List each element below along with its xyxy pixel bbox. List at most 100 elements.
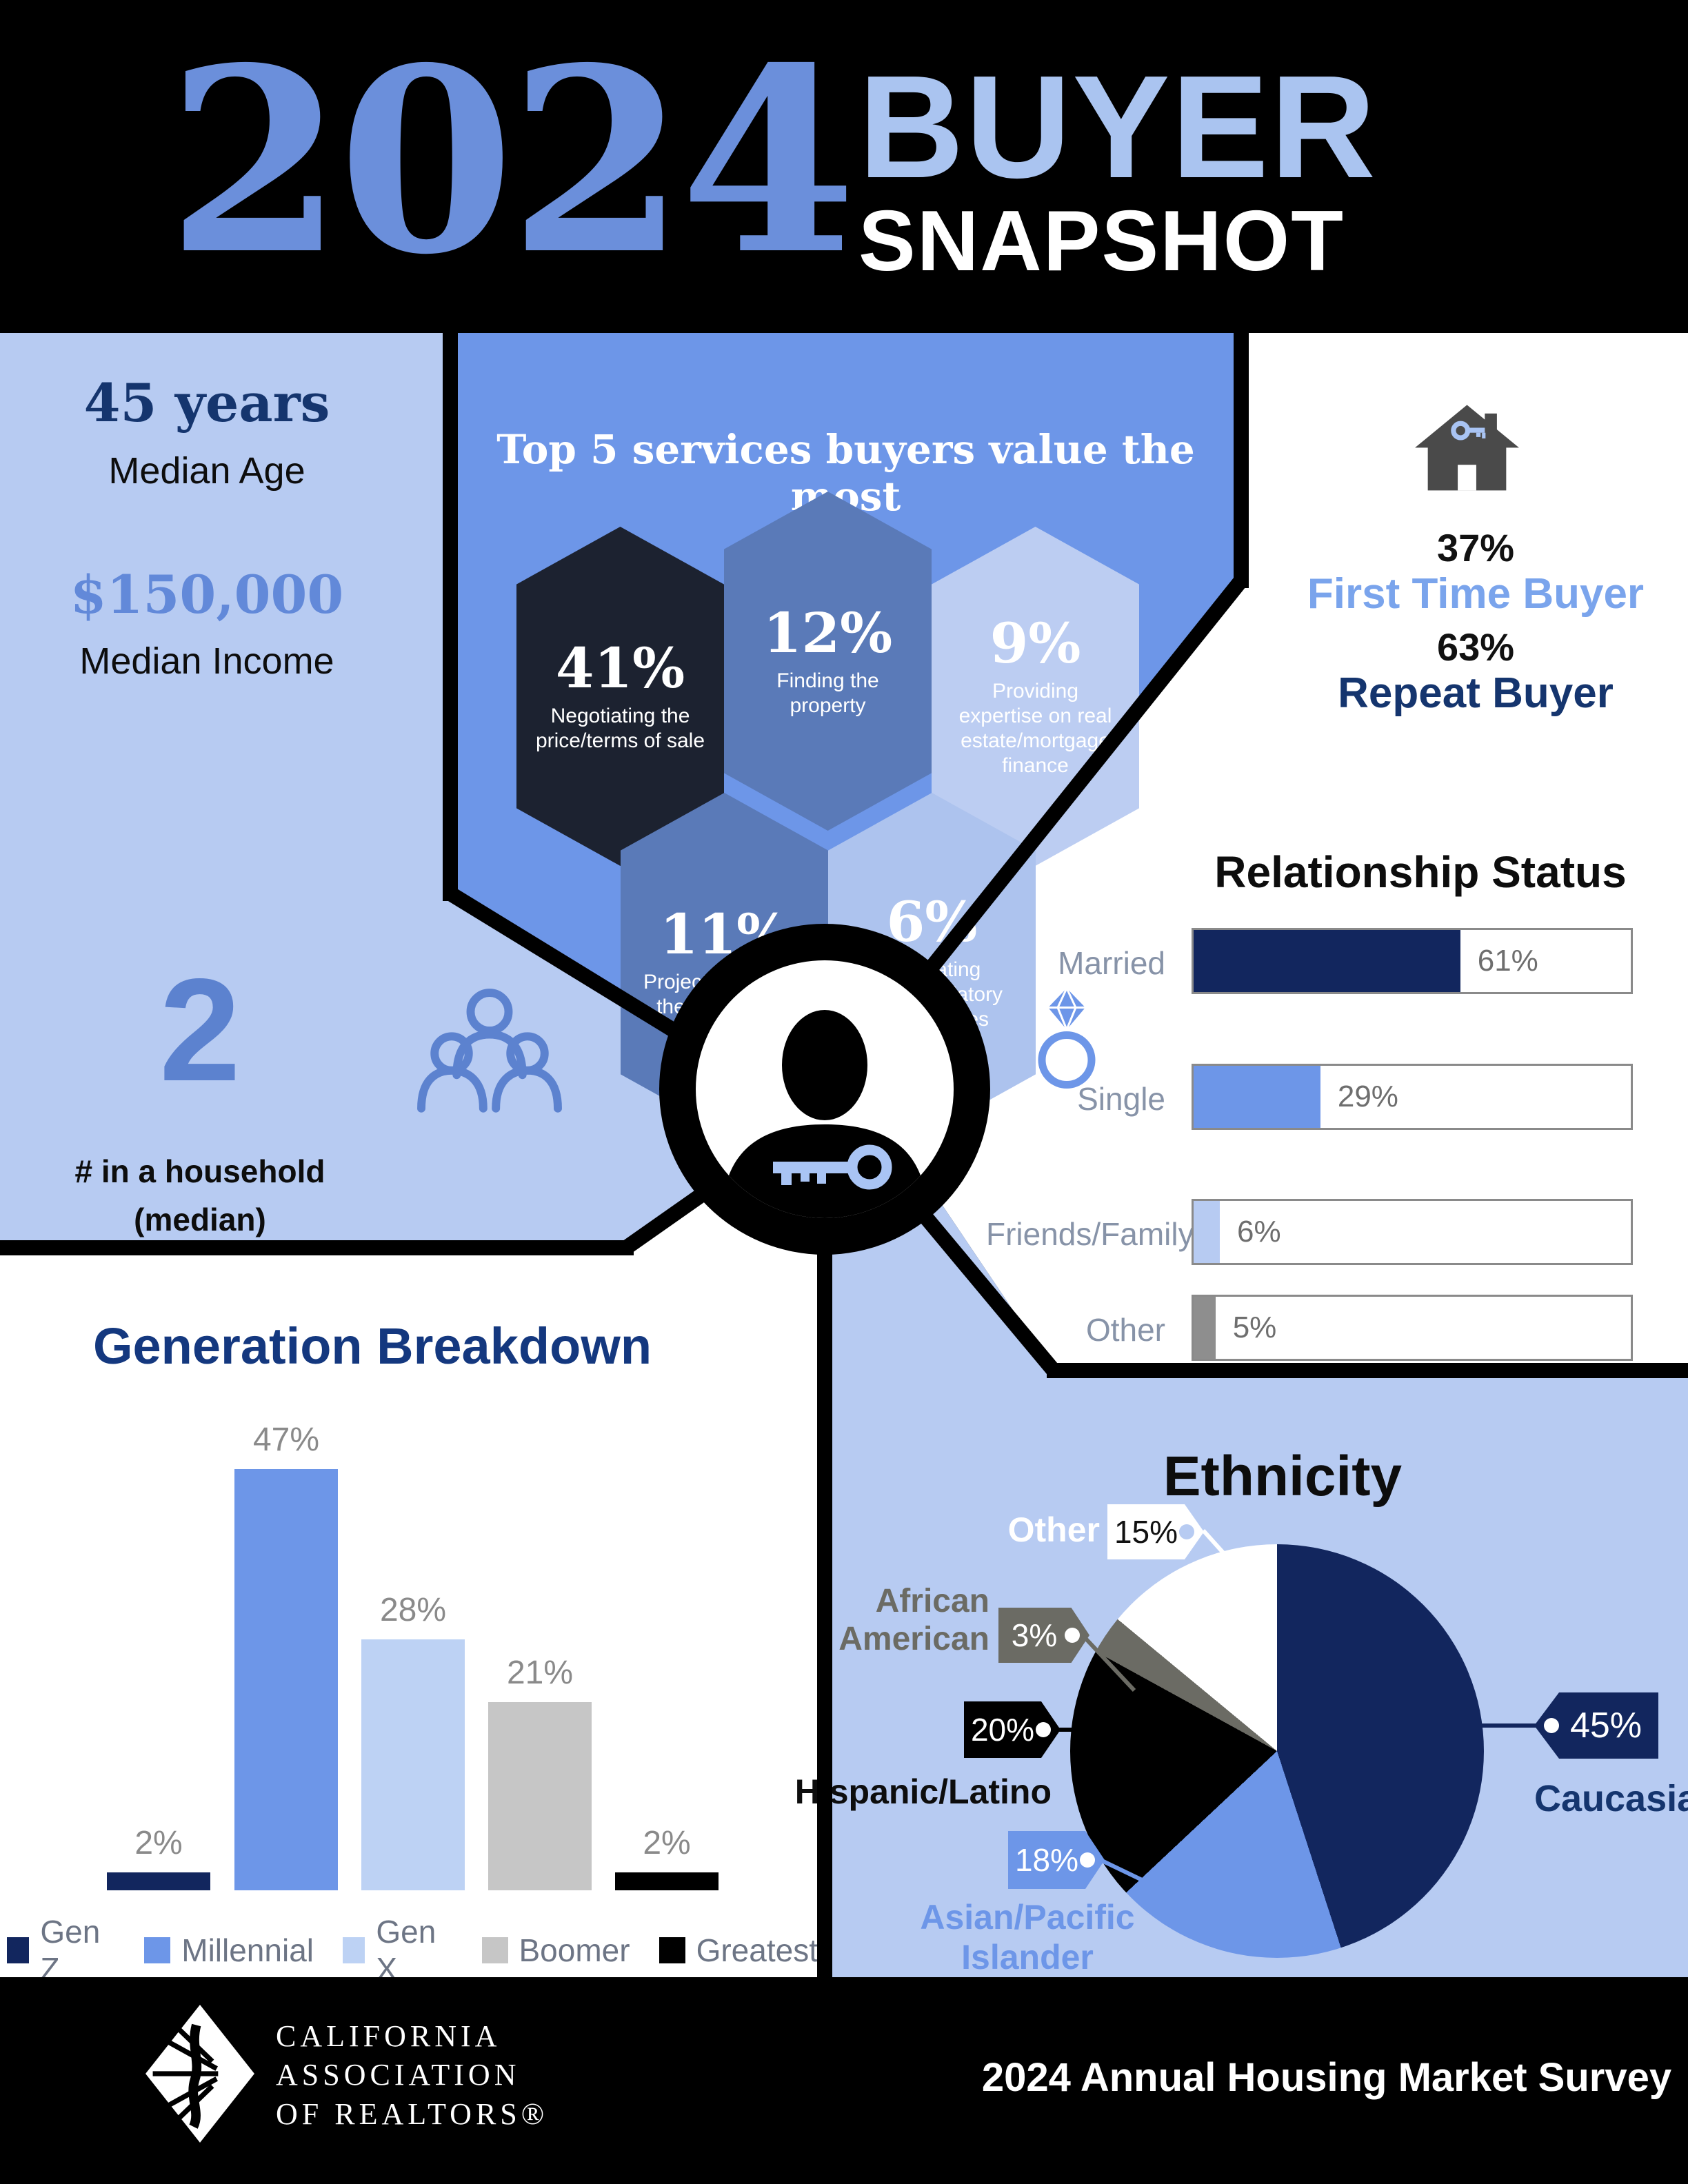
generation-bar-genz [107,1872,210,1890]
legend-label: Millennial [181,1932,314,1968]
key-icon [1451,421,1486,441]
family-icon [417,989,562,1113]
diamond-ring-icon [1038,987,1096,1089]
legend-label: Boomer [519,1932,630,1968]
relationship-bar-friends-family: 6% [1192,1199,1633,1265]
person-with-key-icon [722,1010,927,1218]
generation-bar-millennial [234,1469,338,1890]
service-pct: 9% [989,611,1081,676]
relationship-bar-value: 29% [1337,1080,1398,1113]
relationship-bar-other: 5% [1192,1295,1633,1361]
relationship-bar-value: 61% [1477,944,1538,978]
service-label: Finding the property [776,669,879,717]
legend-item: Millennial [144,1932,314,1969]
household-value: 2 [159,948,241,1111]
median-income-label: Median Income [79,640,334,682]
legend-swatch [659,1937,685,1963]
pie-label-african-american: African American [838,1583,989,1658]
legend-item: Boomer [481,1932,630,1969]
legend-swatch [144,1937,171,1963]
first-time-buyer-pct: 37% [1436,526,1515,569]
generation-bar-greatest [615,1872,719,1890]
footer: CALIFORNIA ASSOCIATION OF REALTORS® 2024… [0,1977,1688,2184]
service-hex-finding: 12% Finding the property [724,492,932,831]
legend-label: Greatest [696,1932,818,1968]
pie-tag-hispanic-latino: 20% [964,1701,1061,1758]
generation-bar-value: 2% [643,1825,691,1861]
tag-hole [1065,1628,1080,1643]
relationship-bar-label: Married [1058,945,1165,981]
header-title-buyer: BUYER [858,45,1378,208]
relationship-bar-label: Other [1085,1312,1165,1348]
pie-label-hispanic-latino: Hispanic/Latino [794,1772,1052,1811]
pie-label-asian-pacific-islander: Asian/Pacific Islander [920,1898,1135,1976]
generation-bar-value: 47% [252,1422,320,1458]
repeat-buyer-pct: 63% [1436,625,1515,669]
relationship-bar-single: 29% [1192,1064,1633,1130]
relationship-bar-fill [1194,1297,1216,1359]
header-title-snapshot: SNAPSHOT [858,194,1345,289]
legend-label: Gen X [376,1914,436,1987]
pie-tag-african-american: 3% [998,1608,1089,1663]
legend-swatch [481,1937,508,1963]
household-label: # in a household [74,1153,325,1189]
pie-tag-value: 20% [970,1712,1035,1748]
pie-tag-value: 15% [1114,1514,1178,1550]
generation-legend: Gen Z Millennial Gen X Boomer Greatest [7,1913,818,1988]
tag-hole [1179,1524,1194,1539]
car-logo [145,2005,254,2143]
buyer-avatar-badge [659,924,990,1255]
header-year: 2024 [167,12,856,310]
ethnicity-title: Ethnicity [1163,1445,1403,1508]
pie-label-other: Other [1007,1510,1100,1549]
house-key-icon [1415,405,1519,491]
relationship-bar-fill [1194,930,1460,992]
tag-hole [1036,1722,1051,1737]
legend-item: Gen X [343,1913,453,1988]
relationship-bar-label: Single [1077,1081,1165,1117]
repeat-buyer-label: Repeat Buyer [1338,669,1614,717]
median-age-label: Median Age [108,450,305,492]
ethnicity-pie-chart [1070,1544,1484,1958]
generation-bar-value: 21% [506,1655,574,1691]
pie-tag-value: 18% [1014,1842,1079,1878]
generation-bar-value: 28% [379,1592,447,1628]
median-income-value: $150,000 [70,564,344,625]
legend-item: Greatest [659,1932,818,1969]
pie-label-caucasian: Caucasian [1534,1778,1688,1819]
pie-tag-value: 45% [1569,1706,1642,1746]
first-time-buyer-label: First Time Buyer [1307,570,1645,618]
relationship-bar-fill [1194,1066,1320,1128]
car-logo-text: CALIFORNIA ASSOCIATION OF REALTORS® [276,2019,549,2131]
service-label: Negotiating the price/terms of sale [535,705,705,752]
generation-title: Generation Breakdown [92,1317,652,1375]
median-age-value: 45 years [83,372,330,434]
legend-swatch [343,1937,365,1963]
legend-swatch [7,1937,30,1963]
relationship-bar-married: 61% [1192,928,1633,994]
relationship-bar-value: 6% [1237,1215,1281,1248]
pie-tag-caucasian: 45% [1534,1692,1658,1759]
generation-bar-genx [361,1639,465,1890]
survey-title: 2024 Annual Housing Market Survey [981,2055,1672,2100]
tag-hole [1544,1718,1559,1733]
pie-tag-asian-pacific-islander: 18% [1008,1831,1105,1889]
service-pct: 12% [763,600,893,665]
generation-bar-boomer [488,1702,592,1890]
legend-item: Gen Z [7,1913,115,1988]
legend-label: Gen Z [40,1914,101,1987]
relationship-bar-value: 5% [1232,1311,1277,1344]
relationship-status-title: Relationship Status [1214,847,1627,897]
pie-tag-value: 3% [1011,1617,1058,1653]
buyer-avatar [696,960,954,1218]
household-sublabel: (median) [134,1202,266,1237]
service-hex-negotiating: 41% Negotiating the price/terms of sale [516,527,724,866]
generation-bar-value: 2% [134,1825,183,1861]
service-pct: 41% [555,636,685,700]
relationship-bar-label: Friends/Family [986,1216,1194,1252]
pie-tag-other: 15% [1107,1504,1204,1559]
service-label: Providing expertise on real estate/mortg… [958,680,1112,777]
relationship-bar-fill [1194,1201,1220,1263]
tag-hole [1080,1852,1095,1868]
